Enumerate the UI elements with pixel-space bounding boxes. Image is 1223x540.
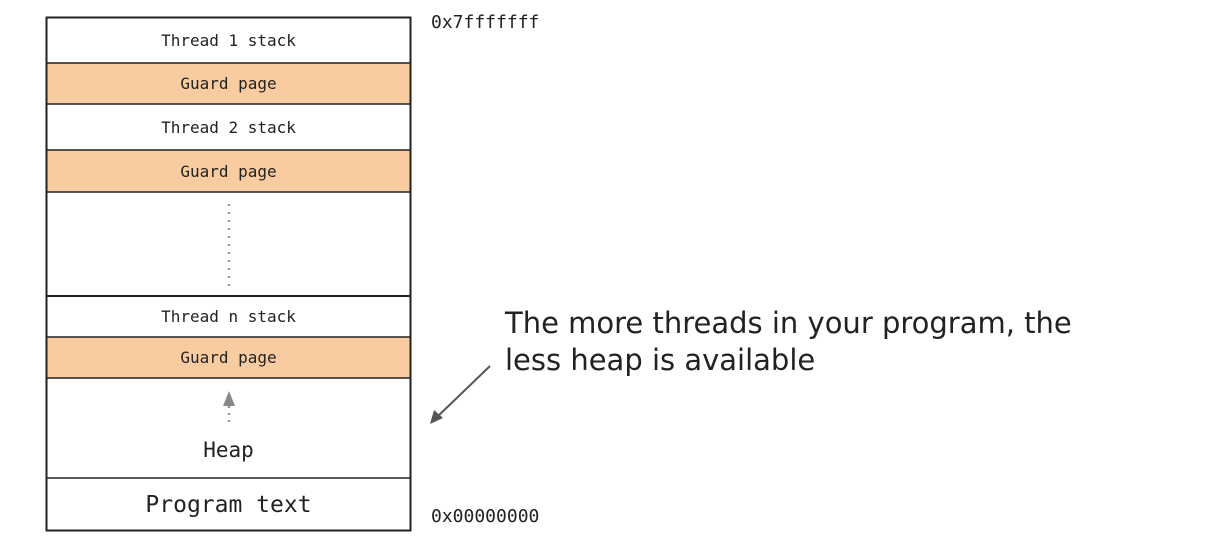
top-address-label: 0x7fffffff	[431, 12, 540, 33]
annotation-arrow-line	[435, 365, 491, 419]
thread-2-stack: Thread 2 stack	[46, 104, 411, 150]
thread-1-stack: Thread 1 stack	[46, 17, 411, 63]
guard-page-1: Guard page	[46, 63, 411, 104]
heap-growth-arrowhead	[223, 391, 235, 406]
guard-page-2: Guard page	[46, 150, 411, 192]
thread-n-stack: Thread n stack	[46, 296, 411, 337]
bottom-address-label: 0x00000000	[431, 506, 540, 527]
guard-page-3: Guard page	[46, 337, 411, 378]
memory-outline	[45, 16, 412, 532]
annotation-line-2: less heap is available	[505, 343, 816, 377]
annotation-line-1: The more threads in your program, the	[505, 306, 1072, 340]
program-text: Program text	[46, 478, 411, 531]
annotation-arrowhead	[430, 410, 443, 424]
heap-label: Heap	[203, 438, 254, 462]
